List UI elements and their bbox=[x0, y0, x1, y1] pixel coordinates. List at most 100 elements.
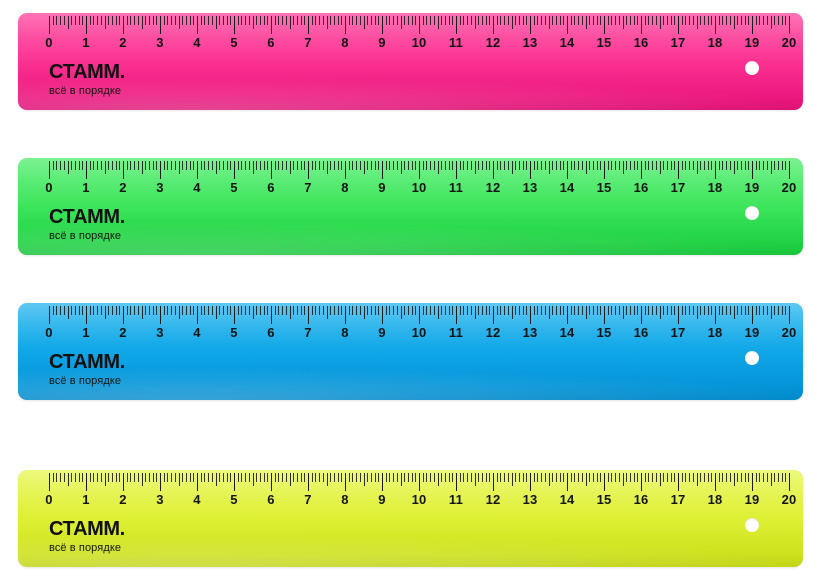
yellow-ruler[interactable]: 0 1 2 3 4 5 6 7 8 9 10 11 12 13 14 15 16 17 18 19 20 СТАММ. … bbox=[18, 470, 803, 567]
tick-mm bbox=[71, 161, 73, 170]
tick-mm bbox=[152, 306, 154, 315]
tick-mm bbox=[370, 161, 372, 170]
scale-number-15: 15 bbox=[596, 492, 612, 507]
tick-mm bbox=[230, 473, 232, 482]
tick-cm bbox=[345, 306, 346, 324]
tick-mm bbox=[729, 306, 731, 315]
tick-mm bbox=[78, 16, 80, 25]
scale-number-8: 8 bbox=[341, 180, 349, 195]
tick-mm bbox=[504, 473, 506, 482]
tick-mm bbox=[600, 306, 602, 315]
tick-mm bbox=[174, 16, 176, 25]
tick-mm bbox=[655, 16, 657, 25]
tick-mm bbox=[589, 473, 591, 482]
tick-mm bbox=[407, 306, 409, 315]
tick-mm bbox=[156, 161, 158, 170]
tick-mm bbox=[470, 16, 472, 25]
tick-half-cm bbox=[141, 16, 143, 29]
tick-mm bbox=[152, 473, 154, 482]
scale-number-3: 3 bbox=[156, 180, 164, 195]
tick-mm bbox=[448, 306, 450, 315]
tick-mm bbox=[544, 161, 546, 170]
tick-mm bbox=[167, 306, 169, 315]
tick-mm bbox=[441, 306, 443, 315]
tick-mm bbox=[204, 16, 206, 25]
tick-cm bbox=[160, 16, 161, 34]
tick-mm bbox=[774, 161, 776, 170]
tick-mm bbox=[359, 306, 361, 315]
tick-mm bbox=[500, 161, 502, 170]
tick-mm bbox=[422, 306, 424, 315]
tick-mm bbox=[274, 473, 276, 482]
tick-half-cm bbox=[104, 161, 106, 174]
scale-number-11: 11 bbox=[448, 492, 464, 507]
blue-ruler[interactable]: 0 1 2 3 4 5 6 7 8 9 10 11 12 13 14 15 16 17 18 19 20 СТАММ. … bbox=[18, 303, 803, 400]
tick-mm bbox=[552, 306, 554, 315]
tick-mm bbox=[293, 161, 295, 170]
tick-mm bbox=[352, 16, 354, 25]
tick-cm bbox=[604, 16, 605, 34]
tick-mm bbox=[230, 306, 232, 315]
tick-mm bbox=[200, 306, 202, 315]
tick-mm bbox=[592, 161, 594, 170]
tick-half-cm bbox=[696, 473, 698, 486]
pink-ruler[interactable]: 0 1 2 3 4 5 6 7 8 9 10 11 12 13 14 15 16 17 18 19 20 СТАММ. … bbox=[18, 13, 803, 110]
tick-mm bbox=[189, 473, 191, 482]
tick-mm bbox=[200, 161, 202, 170]
tick-mm bbox=[319, 16, 321, 25]
ruler-glow bbox=[18, 64, 803, 110]
scale-number-14: 14 bbox=[559, 325, 575, 340]
tick-mm bbox=[296, 473, 298, 482]
tick-mm bbox=[666, 161, 668, 170]
tick-mm bbox=[700, 161, 702, 170]
tick-mm bbox=[740, 306, 742, 315]
tick-mm bbox=[115, 473, 117, 482]
tick-mm bbox=[248, 161, 250, 170]
tick-mm bbox=[592, 16, 594, 25]
tick-mm bbox=[726, 16, 728, 25]
number-row: 0 1 2 3 4 5 6 7 8 9 10 11 12 13 14 15 16 17 18 19 20 bbox=[45, 490, 796, 510]
brand-block: СТАММ. всё в порядке bbox=[49, 62, 125, 97]
tick-half-cm bbox=[696, 16, 698, 29]
tick-mm bbox=[637, 306, 639, 315]
tick-cm bbox=[715, 161, 716, 179]
tick-mm bbox=[700, 16, 702, 25]
tick-half-cm bbox=[622, 306, 624, 319]
tick-mm bbox=[422, 473, 424, 482]
green-ruler[interactable]: 0 1 2 3 4 5 6 7 8 9 10 11 12 13 14 15 16 17 18 19 20 СТАММ. … bbox=[18, 158, 803, 255]
tick-mm bbox=[60, 473, 62, 482]
tick-mm bbox=[774, 306, 776, 315]
tick-mm bbox=[478, 306, 480, 315]
scale-number-8: 8 bbox=[341, 492, 349, 507]
tick-mm bbox=[674, 473, 676, 482]
tick-mm bbox=[644, 161, 646, 170]
tick-mm bbox=[385, 306, 387, 315]
tick-mm bbox=[296, 161, 298, 170]
tick-mm bbox=[744, 161, 746, 170]
tick-mm bbox=[163, 306, 165, 315]
tick-cm bbox=[715, 306, 716, 324]
tick-mm bbox=[652, 473, 654, 482]
tick-mm bbox=[467, 16, 469, 25]
tick-mm bbox=[282, 161, 284, 170]
tick-mm bbox=[56, 16, 58, 25]
tick-mm bbox=[108, 16, 110, 25]
tick-cm bbox=[567, 306, 568, 324]
tick-cm bbox=[49, 306, 50, 324]
scale-number-14: 14 bbox=[559, 180, 575, 195]
tick-mm bbox=[248, 306, 250, 315]
tick-mm bbox=[478, 473, 480, 482]
tick-mm bbox=[607, 161, 609, 170]
tick-mm bbox=[193, 473, 195, 482]
tick-mm bbox=[685, 161, 687, 170]
tick-mm bbox=[759, 306, 761, 315]
tick-cm bbox=[308, 306, 309, 324]
tick-cm bbox=[234, 306, 235, 324]
tick-mm bbox=[311, 306, 313, 315]
tick-mm bbox=[230, 161, 232, 170]
tick-cm bbox=[530, 16, 531, 34]
tick-mm bbox=[552, 16, 554, 25]
tick-mm bbox=[707, 306, 709, 315]
tick-mm bbox=[777, 306, 779, 315]
tick-mm bbox=[63, 16, 65, 25]
